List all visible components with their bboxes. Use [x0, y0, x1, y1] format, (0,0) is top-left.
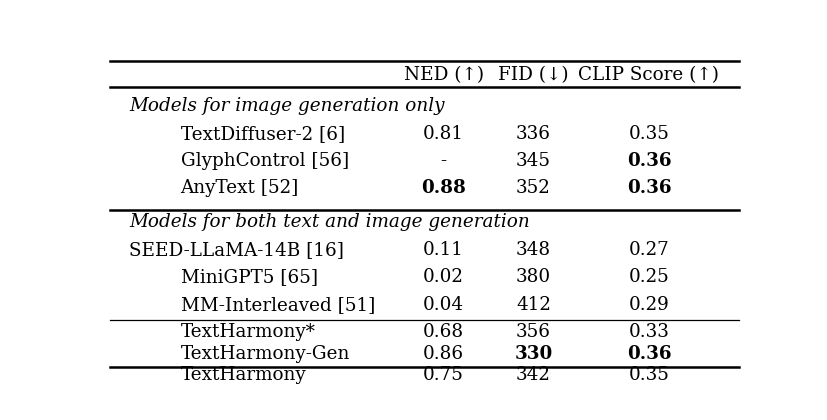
Text: 348: 348 [515, 241, 550, 259]
Text: GlyphControl [56]: GlyphControl [56] [180, 152, 348, 170]
Text: TextHarmony-Gen: TextHarmony-Gen [180, 345, 350, 363]
Text: Models for both text and image generation: Models for both text and image generatio… [129, 213, 529, 231]
Text: 0.35: 0.35 [628, 366, 668, 384]
Text: Models for image generation only: Models for image generation only [129, 97, 444, 115]
Text: 0.33: 0.33 [628, 323, 668, 341]
Text: 0.11: 0.11 [423, 241, 463, 259]
Text: 0.88: 0.88 [421, 179, 466, 197]
Text: 356: 356 [515, 323, 550, 341]
Text: 0.36: 0.36 [626, 345, 671, 363]
Text: 0.29: 0.29 [628, 296, 668, 314]
Text: 0.86: 0.86 [423, 345, 464, 363]
Text: NED (↑): NED (↑) [403, 66, 483, 84]
Text: 0.81: 0.81 [423, 125, 464, 143]
Text: 336: 336 [515, 125, 550, 143]
Text: -: - [440, 152, 446, 170]
Text: 0.25: 0.25 [628, 268, 668, 286]
Text: SEED-LLaMA-14B [16]: SEED-LLaMA-14B [16] [129, 241, 344, 259]
Text: 342: 342 [515, 366, 550, 384]
Text: MiniGPT5 [65]: MiniGPT5 [65] [180, 268, 318, 286]
Text: TextHarmony: TextHarmony [180, 366, 306, 384]
Text: 0.68: 0.68 [423, 323, 464, 341]
Text: TextDiffuser-2 [6]: TextDiffuser-2 [6] [180, 125, 344, 143]
Text: MM-Interleaved [51]: MM-Interleaved [51] [180, 296, 375, 314]
Text: 0.35: 0.35 [628, 125, 668, 143]
Text: CLIP Score (↑): CLIP Score (↑) [578, 66, 719, 84]
Text: AnyText [52]: AnyText [52] [180, 179, 299, 197]
Text: 0.27: 0.27 [628, 241, 668, 259]
Text: 0.36: 0.36 [626, 152, 671, 170]
Text: FID (↓): FID (↓) [498, 66, 568, 84]
Text: 345: 345 [515, 152, 550, 170]
Text: 352: 352 [515, 179, 550, 197]
Text: 412: 412 [515, 296, 550, 314]
Text: 0.02: 0.02 [423, 268, 463, 286]
Text: TextHarmony*: TextHarmony* [180, 323, 315, 341]
Text: 330: 330 [514, 345, 552, 363]
Text: 380: 380 [515, 268, 550, 286]
Text: 0.75: 0.75 [423, 366, 463, 384]
Text: 0.36: 0.36 [626, 179, 671, 197]
Text: 0.04: 0.04 [423, 296, 464, 314]
